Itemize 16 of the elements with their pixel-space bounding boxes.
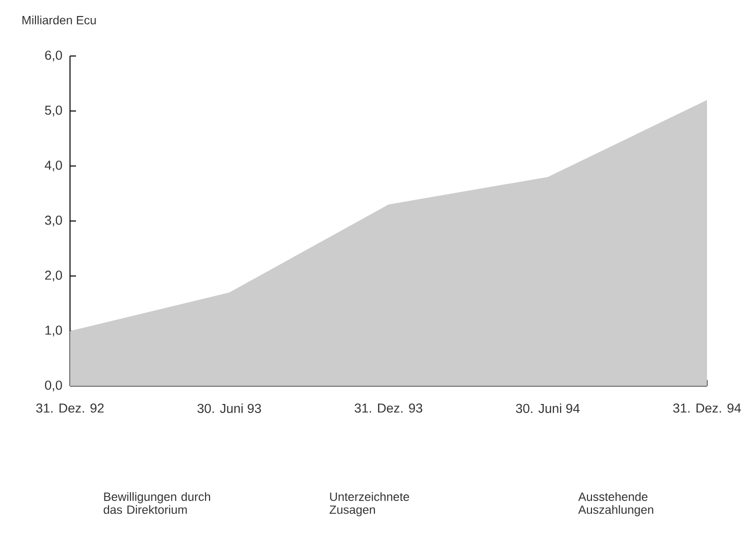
text: Unterzeichnete Zusagen <box>330 492 410 516</box>
y-tick-label: 0,0 <box>44 380 62 392</box>
y-tick-label: 6,0 <box>45 50 62 62</box>
y-tick-label: 3,0 <box>44 216 62 226</box>
text: Bewilligungen durch das Direktorium <box>104 492 210 514</box>
y-tick-label: 2,0 <box>45 270 62 282</box>
x-tick-label: 30. Juni 94 <box>516 404 580 414</box>
y-tick-label: 1,0 <box>45 326 62 336</box>
text: Ausstehende Auszahlungen <box>578 492 654 516</box>
x-tick-label: 30. Juni 93 <box>197 404 261 414</box>
x-tick-label: 31. Dez. 92 <box>36 404 104 413</box>
y-axis-title: Milliarden Ecu <box>22 16 96 24</box>
x-tick-label: 31. Dez. 93 <box>354 404 422 413</box>
x-tick-label: 31. Dez. 94 <box>673 404 741 413</box>
y-tick-label: 5,0 <box>45 106 62 116</box>
y-tick-label: 4,0 <box>44 160 62 172</box>
